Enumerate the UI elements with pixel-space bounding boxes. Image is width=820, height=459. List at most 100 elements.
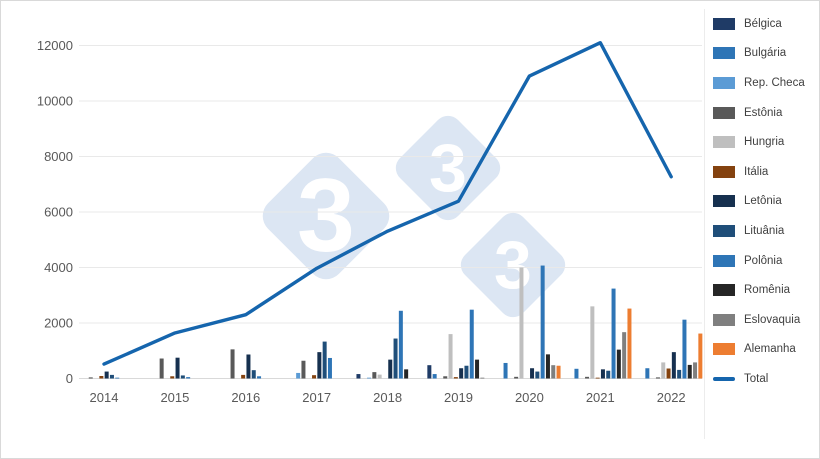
legend-label-estonia: Estônia — [744, 106, 783, 119]
legend-swatch-romenia — [713, 284, 735, 297]
bar-romenia-2021 — [616, 349, 621, 379]
legend-swatch-bulgaria — [713, 47, 735, 60]
bar-romenia-2018 — [404, 369, 409, 379]
legend-item-romenia[interactable]: Romênia — [713, 275, 817, 305]
bar-letonia-2017 — [317, 352, 322, 379]
legend-item-belgica[interactable]: Bélgica — [713, 9, 817, 39]
bar-polonia-2021 — [611, 288, 616, 379]
legend-item-rep-checa[interactable]: Rep. Checa — [713, 68, 817, 98]
bar-lituania-2019 — [464, 365, 469, 379]
legend-item-lituania[interactable]: Lituânia — [713, 216, 817, 246]
bar-letonia-2020 — [530, 368, 535, 379]
x-tick-label: 2016 — [231, 390, 260, 405]
bar-rep-checa-2018 — [367, 377, 372, 379]
x-tick-label: 2018 — [373, 390, 402, 405]
bar-lituania-2016 — [251, 370, 256, 379]
legend-label-alemanha: Alemanha — [744, 343, 796, 356]
bar-estonia-2018 — [372, 372, 377, 379]
legend-item-estonia[interactable]: Estônia — [713, 98, 817, 128]
legend-item-italia[interactable]: Itália — [713, 157, 817, 187]
legend-item-alemanha[interactable]: Alemanha — [713, 335, 817, 365]
legend-line-swatch-total — [713, 376, 735, 381]
legend-item-eslovaquia[interactable]: Eslovaquia — [713, 305, 817, 335]
bar-hungria-2021 — [590, 306, 595, 379]
x-tick-label: 2014 — [90, 390, 119, 405]
legend-label-letonia: Letônia — [744, 195, 782, 208]
x-tick-label: 2021 — [586, 390, 615, 405]
bar-letonia-2015 — [175, 357, 180, 379]
legend-item-total[interactable]: Total — [713, 364, 817, 394]
bar-lituania-2022 — [677, 369, 682, 379]
plot-right-border — [704, 9, 705, 439]
bar-polonia-2020 — [540, 265, 545, 379]
bar-lituania-2020 — [535, 371, 540, 379]
bar-estonia-2014 — [88, 377, 93, 379]
bar-lituania-2015 — [180, 375, 185, 379]
bar-alemanha-2022 — [698, 333, 703, 379]
bar-eslovaquia-2019 — [480, 377, 485, 379]
bar-italia-2019 — [453, 377, 458, 379]
bar-romenia-2020 — [545, 354, 550, 379]
legend-label-italia: Itália — [744, 165, 769, 178]
bar-italia-2015 — [170, 376, 175, 379]
y-tick-label-12000: 12000 — [37, 38, 73, 53]
bar-bulgaria-2022 — [645, 368, 650, 379]
bar-polonia-2017 — [327, 357, 332, 379]
bar-bulgaria-2021 — [574, 368, 579, 379]
total-line — [102, 41, 673, 366]
bar-belgica-2018 — [356, 374, 361, 379]
bar-polonia-2016 — [257, 376, 262, 379]
legend-swatch-lituania — [713, 224, 735, 237]
legend-item-bulgaria[interactable]: Bulgária — [713, 39, 817, 69]
legend-item-polonia[interactable]: Polônia — [713, 246, 817, 276]
legend-swatch-alemanha — [713, 343, 735, 356]
bar-italia-2021 — [595, 377, 600, 379]
bar-letonia-2016 — [246, 354, 251, 379]
legend-label-polonia: Polônia — [744, 254, 783, 267]
bar-belgica-2019 — [427, 365, 432, 379]
legend-swatch-polonia — [713, 254, 735, 267]
y-tick-label-10000: 10000 — [37, 94, 73, 109]
legend-label-rep-checa: Rep. Checa — [744, 76, 805, 89]
bar-letonia-2021 — [600, 369, 605, 379]
bar-bulgaria-2020 — [503, 362, 508, 379]
legend-label-total: Total — [744, 372, 769, 385]
legend-label-romenia: Romênia — [744, 284, 791, 297]
bar-estonia-2020 — [514, 376, 519, 379]
bar-eslovaquia-2021 — [622, 332, 627, 379]
bar-polonia-2014 — [115, 377, 120, 379]
y-tick-label-0: 0 — [66, 371, 73, 386]
legend-label-lituania: Lituânia — [744, 224, 785, 237]
bar-polonia-2018 — [398, 310, 403, 379]
bar-letonia-2022 — [671, 352, 676, 379]
legend-swatch-belgica — [713, 17, 735, 30]
legend-swatch-italia — [713, 165, 735, 178]
x-tick-label: 2015 — [160, 390, 189, 405]
legend-label-eslovaquia: Eslovaquia — [744, 313, 801, 326]
x-tick-label: 2019 — [444, 390, 473, 405]
x-tick-label: 2022 — [657, 390, 686, 405]
bar-estonia-2019 — [443, 376, 448, 379]
bar-estonia-2017 — [301, 360, 306, 379]
chart-legend: Bélgica Bulgária Rep. Checa Estônia Hungria I… — [713, 9, 817, 394]
legend-swatch-hungria — [713, 136, 735, 149]
legend-swatch-eslovaquia — [713, 313, 735, 326]
bar-italia-2017 — [312, 375, 317, 379]
bar-hungria-2018 — [377, 374, 382, 379]
bar-hungria-2020 — [519, 267, 524, 379]
bar-lituania-2018 — [393, 338, 398, 379]
bar-eslovaquia-2020 — [551, 365, 556, 379]
bar-hungria-2022 — [661, 362, 666, 379]
legend-item-hungria[interactable]: Hungria — [713, 127, 817, 157]
bar-estonia-2022 — [655, 377, 660, 379]
bar-alemanha-2020 — [556, 365, 561, 379]
bar-romenia-2019 — [475, 359, 480, 379]
legend-item-letonia[interactable]: Letônia — [713, 187, 817, 217]
bar-italia-2014 — [99, 376, 104, 379]
bar-letonia-2018 — [388, 359, 393, 379]
bar-letonia-2019 — [459, 368, 464, 379]
bar-alemanha-2021 — [627, 308, 632, 379]
bar-polonia-2019 — [469, 309, 474, 379]
